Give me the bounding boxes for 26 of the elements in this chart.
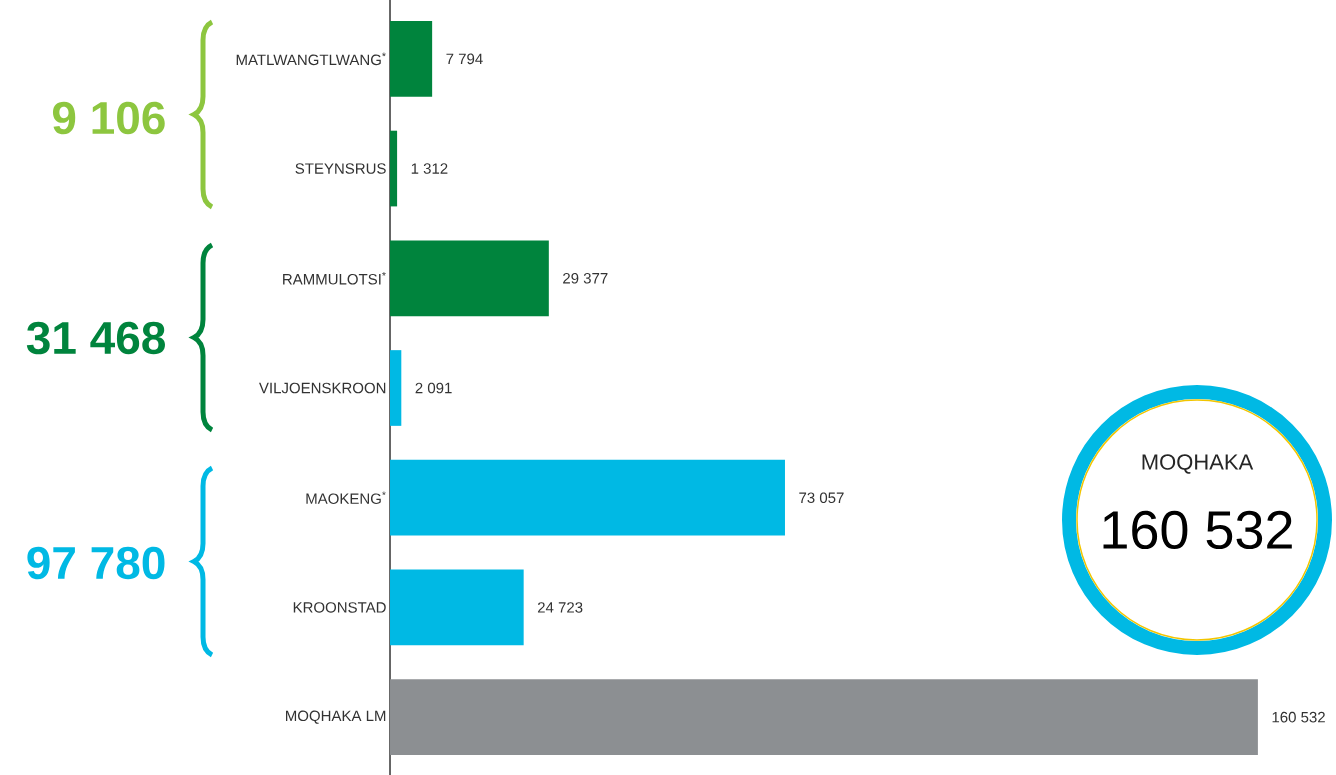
bar: [390, 130, 398, 207]
text: 31 468: [26, 321, 165, 355]
bar: [390, 459, 785, 536]
data-label: 160 532: [1272, 711, 1325, 723]
bar: [390, 350, 402, 426]
text: 97 780: [27, 546, 165, 580]
data-label: 2 091: [415, 382, 452, 394]
data-label: 1 312: [411, 163, 448, 174]
bar: [390, 240, 549, 317]
y-tick-label: MATLWANGTLWANG$^{*}$: [236, 52, 386, 66]
annotation: MOQHAKA: [1142, 454, 1254, 474]
data-label: 73 057: [799, 492, 844, 504]
data-label: 24 723: [537, 602, 583, 613]
y-tick-label: VILJOENSKROON: [259, 382, 386, 394]
bar: [390, 569, 524, 646]
data-label: 7 794: [446, 53, 483, 65]
y-tick-label: MAOKENG$^{*}$: [306, 491, 386, 505]
text: 9 106: [52, 101, 165, 135]
y-tick-label: STEYNSRUS: [295, 163, 386, 174]
bar: [390, 20, 433, 97]
bar: [390, 679, 1258, 756]
y-tick-label: MOQHAKA LM: [286, 710, 386, 724]
annotation: 160 532: [1103, 510, 1292, 550]
y-tick-label: RAMMULOTSI$^{*}$: [283, 271, 386, 285]
y-tick-label: KROONSTAD: [293, 602, 386, 613]
data-label: 29 377: [563, 272, 608, 284]
